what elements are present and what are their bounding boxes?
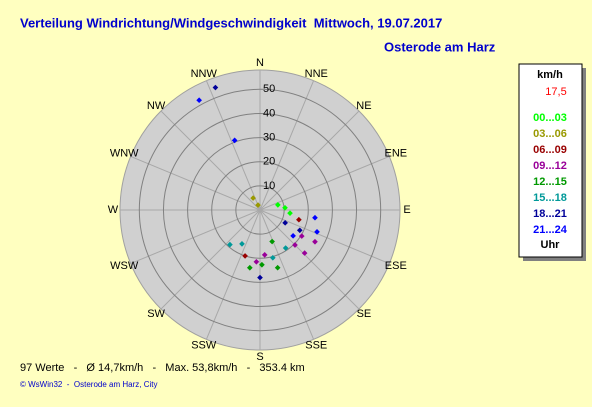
direction-label: NNE [305, 68, 328, 80]
legend-label: 09...12 [533, 160, 567, 172]
direction-label: S [256, 351, 263, 363]
grid-ring [211, 161, 309, 259]
direction-label: SW [147, 308, 165, 320]
data-point [282, 219, 288, 226]
spoke [160, 209, 261, 310]
data-point [312, 214, 318, 221]
legend-label: 18...21 [533, 208, 567, 220]
r-tick-label: 40 [263, 107, 275, 119]
legend-unit: Uhr [541, 239, 561, 251]
direction-label: WSW [110, 260, 139, 272]
data-point [269, 238, 275, 245]
spoke [259, 209, 360, 310]
spoke [259, 80, 315, 211]
data-point [259, 261, 265, 268]
data-point [301, 250, 308, 256]
grid-ring [187, 137, 333, 283]
credit: © WsWin32 - Osterode am Harz, City [20, 380, 157, 389]
data-point [296, 227, 303, 234]
legend-label: 00...03 [533, 112, 567, 124]
direction-label: ESE [385, 260, 407, 272]
direction-label: NW [147, 100, 166, 112]
spoke [259, 209, 390, 265]
direction-label: E [403, 204, 410, 216]
spoke [130, 209, 261, 265]
data-point [246, 264, 253, 271]
data-point [242, 253, 248, 259]
data-point [212, 84, 219, 91]
footer: 97 Werte - Ø 14,7km/h - Max. 53,8km/h - … [20, 362, 305, 374]
legend-label: 15...18 [533, 192, 567, 204]
data-point [196, 97, 202, 104]
data-point [275, 202, 281, 208]
grid-ring [138, 88, 382, 332]
r-tick-label: 50 [263, 83, 275, 95]
data-point [231, 137, 238, 144]
data-point [253, 258, 260, 265]
data-point [290, 233, 296, 239]
direction-label: ENE [384, 148, 407, 160]
data-point [274, 264, 281, 271]
legend-label: 06...09 [533, 144, 567, 156]
data-point [227, 241, 233, 248]
spoke [259, 209, 315, 340]
legend-label: 03...06 [533, 128, 567, 140]
direction-label: SSE [305, 340, 327, 352]
data-point [298, 233, 305, 239]
chart-subtitle: Osterode am Harz [384, 39, 496, 54]
direction-label: W [108, 204, 119, 216]
grid-ring [162, 112, 358, 308]
direction-label: SE [357, 308, 372, 320]
r-tick-label: 10 [263, 180, 275, 192]
data-point [255, 202, 261, 208]
direction-label: N [256, 57, 264, 69]
r-tick-label: 30 [263, 131, 275, 143]
data-point [239, 241, 245, 247]
direction-label: SSW [191, 340, 217, 352]
spoke [160, 110, 261, 211]
data-point [282, 245, 289, 251]
legend-label: 12...15 [533, 176, 567, 188]
chart-title: Verteilung Windrichtung/Windgeschwindigk… [20, 15, 442, 30]
data-point [287, 210, 293, 216]
data-point [312, 238, 318, 245]
data-point [250, 195, 256, 201]
spoke [205, 80, 261, 211]
direction-label: WNW [110, 148, 139, 160]
spoke [259, 110, 360, 211]
data-point [296, 216, 302, 223]
data-point [282, 204, 288, 211]
data-point [257, 274, 263, 281]
data-point [292, 242, 298, 248]
legend-value: 17,5 [545, 86, 566, 98]
legend-label: 21...24 [533, 224, 568, 236]
spoke [130, 155, 261, 211]
direction-label: NE [356, 100, 371, 112]
data-point [314, 229, 320, 235]
legend-title: km/h [537, 69, 563, 81]
direction-label: NNW [191, 68, 218, 80]
spoke [259, 155, 390, 211]
grid-ring [235, 185, 285, 235]
spoke [205, 209, 261, 340]
r-tick-label: 20 [263, 156, 275, 168]
legend-box [518, 63, 583, 258]
data-point [261, 252, 268, 258]
